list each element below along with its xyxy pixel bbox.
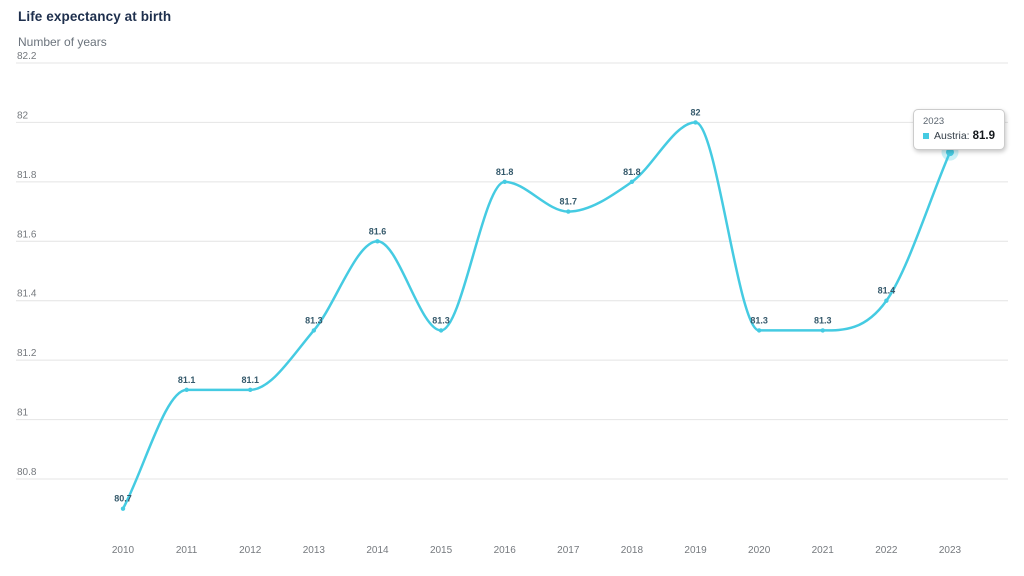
data-point-label: 81.8: [496, 167, 514, 177]
data-point-label: 81.3: [305, 315, 323, 325]
tooltip-series-label: Austria:: [934, 130, 970, 142]
y-axis-tick-label: 82.2: [17, 51, 37, 62]
tooltip-value: 81.9: [972, 130, 995, 142]
data-point-marker-selected[interactable]: [945, 148, 954, 157]
data-point-label: 81.6: [369, 226, 387, 236]
x-axis-label: 2018: [621, 545, 644, 556]
x-axis-label: 2022: [875, 545, 898, 556]
data-point-marker[interactable]: [311, 328, 317, 333]
data-point-marker[interactable]: [502, 179, 507, 185]
data-point-label: 80.7: [114, 494, 132, 504]
x-axis-label: 2013: [303, 545, 326, 556]
data-point-marker[interactable]: [184, 387, 189, 393]
y-axis-tick-label: 81.4: [17, 289, 37, 300]
x-axis-label: 2021: [812, 545, 835, 556]
data-point-marker[interactable]: [820, 328, 825, 333]
data-point-label: 81.3: [814, 315, 832, 325]
data-point-marker[interactable]: [756, 328, 762, 333]
y-axis-tick-label: 81.8: [17, 170, 37, 181]
data-point-label: 81.3: [750, 315, 768, 325]
y-axis-tick-label: 82: [17, 110, 29, 121]
tooltip: 2023 Austria: 81.9: [913, 109, 1005, 150]
data-point-marker[interactable]: [248, 387, 253, 393]
data-point-label: 81.4: [878, 286, 896, 296]
data-point-marker[interactable]: [120, 506, 126, 511]
data-point-marker[interactable]: [693, 120, 698, 125]
y-axis-tick-label: 80.8: [17, 467, 37, 478]
x-axis-label: 2014: [366, 545, 389, 556]
series-line-austria[interactable]: [121, 121, 952, 510]
x-axis-label: 2019: [684, 545, 707, 556]
data-point-label: 81.1: [178, 375, 196, 385]
data-point-label: 81.3: [432, 315, 450, 325]
chart-title: Life expectancy at birth: [18, 9, 172, 24]
x-axis-label: 2017: [557, 545, 580, 556]
chart-subtitle: Number of years: [18, 35, 107, 49]
x-axis-label: 2023: [939, 545, 962, 556]
y-axis-tick-label: 81.2: [17, 348, 37, 359]
x-axis-label: 2015: [430, 545, 453, 556]
x-axis-label: 2016: [494, 545, 517, 556]
series-swatch-icon: [923, 133, 929, 139]
data-point-marker[interactable]: [375, 239, 380, 244]
data-point-marker[interactable]: [629, 179, 635, 185]
data-point-marker[interactable]: [884, 298, 889, 303]
data-point-marker[interactable]: [566, 209, 571, 214]
x-axis-label: 2012: [239, 545, 262, 556]
y-axis-tick-label: 81.6: [17, 229, 37, 240]
x-axis-label: 2010: [112, 545, 135, 556]
y-axis-tick-label: 81: [17, 408, 29, 419]
data-point-marker[interactable]: [438, 328, 444, 333]
tooltip-category: 2023: [923, 116, 945, 127]
x-axis-label: 2011: [176, 545, 198, 556]
data-point-label: 82: [691, 107, 701, 117]
data-point-label: 81.1: [241, 375, 259, 385]
x-axis-label: 2020: [748, 545, 771, 556]
data-point-label: 81.7: [560, 197, 578, 207]
tooltip-series-row: Austria: 81.9: [923, 130, 995, 142]
data-point-label: 81.8: [623, 167, 641, 177]
